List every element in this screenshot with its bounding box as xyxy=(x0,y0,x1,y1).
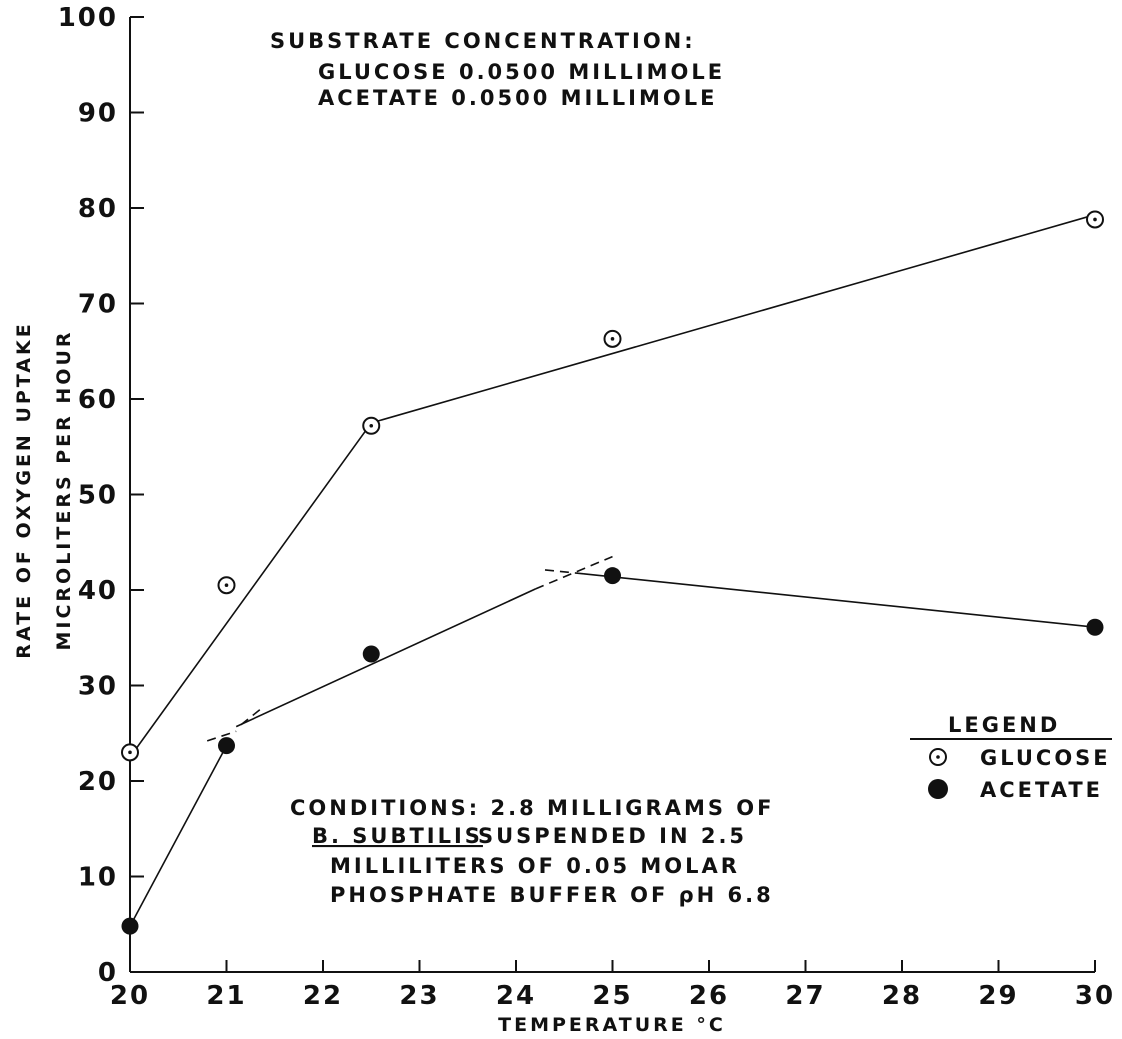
y-tick-label: 30 xyxy=(78,672,118,702)
conditions-line2-rest: SUSPENDED IN 2.5 xyxy=(478,824,747,848)
y-tick-label: 100 xyxy=(58,3,118,33)
conditions-annotation: CONDITIONS: 2.8 MILLIGRAMS OF B. SUBTILI… xyxy=(290,796,774,907)
x-tick-label: 21 xyxy=(206,981,246,1011)
glucose-point xyxy=(1086,210,1104,229)
y-tick-label: 60 xyxy=(78,385,118,415)
x-tick-label: 27 xyxy=(785,981,825,1011)
glucose-point-dot xyxy=(369,423,374,428)
y-tick-label: 80 xyxy=(78,194,118,224)
legend: LEGEND GLUCOSE ACETATE xyxy=(910,713,1112,802)
acetate-dashed-extension xyxy=(534,555,613,590)
conditions-line1: CONDITIONS: 2.8 MILLIGRAMS OF xyxy=(290,796,774,820)
conditions-species: B. SUBTILIS xyxy=(312,824,483,848)
x-tick-label: 24 xyxy=(496,981,536,1011)
acetate-fit-line-3 xyxy=(583,573,1096,628)
substrate-title: SUBSTRATE CONCENTRATION: xyxy=(270,29,696,53)
acetate-dashed-extension xyxy=(544,569,584,575)
x-tick-label: 20 xyxy=(110,981,150,1011)
x-tick-label: 22 xyxy=(303,981,343,1011)
glucose-point-dot xyxy=(224,583,229,588)
legend-glucose-marker xyxy=(929,748,947,766)
x-tick-label: 23 xyxy=(399,981,439,1011)
acetate-dashed-extension xyxy=(240,708,261,726)
y-tick-label: 50 xyxy=(78,481,118,511)
glucose-point xyxy=(121,743,139,762)
conditions-line4: PHOSPHATE BUFFER OF ρH 6.8 xyxy=(330,883,774,907)
glucose-point-dot xyxy=(1093,217,1097,222)
tick-labels: 0 10 20 30 40 50 60 70 80 90 100 20 21 22 23 24 25 26 27 28… xyxy=(58,3,1115,1011)
x-axis-label: TEMPERATURE °C xyxy=(498,1014,726,1036)
substrate-acetate: ACETATE 0.0500 MILLIMOLE xyxy=(318,86,717,110)
y-axis-label-line2: MICROLITERS PER HOUR xyxy=(53,329,75,650)
acetate-fit-line xyxy=(129,745,228,927)
substrate-annotation: SUBSTRATE CONCENTRATION: GLUCOSE 0.0500 … xyxy=(270,29,725,110)
acetate-dashed-extension xyxy=(206,730,237,742)
x-tick-label: 26 xyxy=(689,981,729,1011)
legend-glucose-label: GLUCOSE xyxy=(980,746,1111,770)
x-tick-label: 28 xyxy=(882,981,922,1011)
acetate-point xyxy=(1086,618,1104,636)
glucose-point xyxy=(362,416,381,435)
legend-acetate-label: ACETATE xyxy=(980,778,1103,802)
glucose-point xyxy=(217,576,236,595)
acetate-point xyxy=(362,645,380,663)
axes xyxy=(129,16,1096,973)
x-tick-label: 25 xyxy=(592,981,632,1011)
y-axis-label-line1: RATE OF OXYGEN UPTAKE xyxy=(13,321,35,658)
acetate-point xyxy=(604,567,621,585)
y-tick-label: 90 xyxy=(78,99,118,129)
glucose-point-dot xyxy=(128,750,132,755)
x-tick-label: 29 xyxy=(978,981,1018,1011)
acetate-fit-line-2 xyxy=(235,588,536,728)
data-points xyxy=(121,210,1104,935)
x-tick-label: 30 xyxy=(1075,981,1115,1011)
y-tick-label: 10 xyxy=(78,863,118,893)
glucose-point-dot xyxy=(610,337,615,341)
substrate-glucose: GLUCOSE 0.0500 MILLIMOLE xyxy=(318,60,725,84)
acetate-point xyxy=(121,917,139,935)
y-tick-label: 0 xyxy=(98,958,118,988)
conditions-line3: MILLILITERS OF 0.05 MOLAR xyxy=(330,854,740,878)
y-tick-label: 40 xyxy=(78,576,118,606)
glucose-fit-line xyxy=(129,213,1096,758)
y-tick-label: 70 xyxy=(78,290,118,320)
glucose-point xyxy=(603,329,622,348)
acetate-point xyxy=(218,737,235,755)
legend-acetate-marker xyxy=(928,779,948,799)
y-tick-label: 20 xyxy=(78,767,118,797)
legend-title: LEGEND xyxy=(948,713,1060,737)
